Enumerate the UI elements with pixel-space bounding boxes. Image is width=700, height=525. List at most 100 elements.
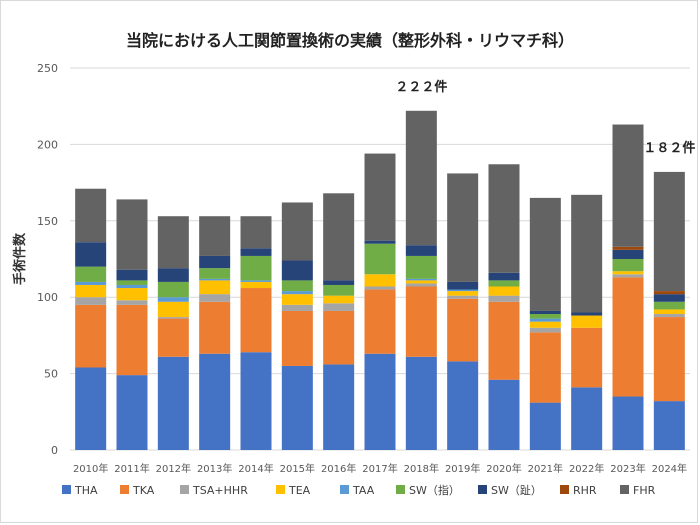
bar-stack	[116, 199, 148, 450]
legend-swatch	[560, 485, 569, 494]
total-annotation: ２２２件	[395, 79, 447, 95]
bar-segment	[529, 332, 561, 403]
bar-segment	[488, 272, 520, 281]
bar-segment	[488, 295, 520, 302]
legend-label: TEA	[288, 484, 311, 497]
x-tick-label: 2021年	[528, 462, 563, 475]
bar-segment	[281, 260, 313, 281]
legend-swatch	[478, 485, 487, 494]
bar-segment	[199, 353, 231, 450]
legend-entry[interactable]: SW（指）	[396, 483, 460, 497]
bar-segment	[75, 242, 107, 267]
bar-segment	[488, 301, 520, 380]
x-tick-label: 2018年	[404, 462, 439, 475]
legend-swatch	[620, 485, 629, 494]
bar-segment	[447, 289, 479, 292]
bar-segment	[199, 255, 231, 269]
legend-label: THA	[74, 484, 98, 497]
y-tick-label: 50	[44, 368, 58, 381]
y-tick-label: 0	[51, 444, 58, 457]
bar-segment	[529, 197, 561, 311]
x-tick-label: 2014年	[238, 462, 273, 475]
bar-segment	[405, 110, 437, 246]
bar-segment	[116, 269, 148, 281]
bar-segment	[240, 280, 272, 282]
legend-entry[interactable]: THA	[62, 484, 98, 497]
legend-label: RHR	[573, 484, 597, 497]
bar-stack	[199, 216, 231, 450]
bar-segment	[199, 216, 231, 256]
bar-segment	[529, 314, 561, 319]
bar-segment	[75, 284, 107, 298]
bar-segment	[612, 246, 644, 250]
x-tick-label: 2016年	[321, 462, 356, 475]
legend-entry[interactable]: TKA	[120, 484, 155, 497]
bar-segment	[364, 243, 396, 275]
legend-entry[interactable]: TSA+HHR	[180, 484, 248, 497]
bar-segment	[281, 304, 313, 311]
legend-swatch	[340, 485, 349, 494]
bar-segment	[612, 274, 644, 278]
bar-segment	[612, 124, 644, 247]
legend[interactable]: THA TKA TSA+HHR TEA TAA SW（指） SW（趾） RHR FHR	[62, 483, 656, 497]
bar-segment	[529, 321, 561, 328]
bar-segment	[571, 312, 603, 316]
bar-segment	[240, 255, 272, 281]
legend-swatch	[180, 485, 189, 494]
bar-stack	[405, 110, 437, 450]
bar-segment	[116, 284, 148, 289]
bar-segment	[488, 280, 520, 287]
bar-segment	[612, 249, 644, 259]
bar-stack	[612, 124, 644, 450]
legend-label: FHR	[633, 484, 656, 497]
bar-segment	[447, 173, 479, 282]
bar-segment	[653, 294, 685, 302]
legend-entry[interactable]: SW（趾）	[478, 483, 542, 497]
bar-segment	[75, 367, 107, 450]
bar-segment	[364, 274, 396, 287]
bar-segment	[199, 268, 231, 279]
x-axis-ticks: 2010年 2011年 2012年 2013年 2014年 2015年 2016年 2017年…	[73, 462, 687, 475]
bar-segment	[116, 375, 148, 450]
legend-entry[interactable]: TAA	[340, 484, 375, 497]
bar-stack	[364, 153, 396, 450]
bar-segment	[199, 278, 231, 281]
bar-stack	[75, 188, 107, 450]
bar-segment	[447, 281, 479, 290]
chart-title: 当院における人工関節置換術の実績（整形外科・リウマチ科）	[126, 31, 574, 50]
bar-segment	[405, 278, 437, 281]
x-tick-label: 2024年	[652, 462, 687, 475]
bar-segment	[529, 310, 561, 315]
x-tick-label: 2017年	[362, 462, 397, 475]
y-tick-label: 250	[37, 62, 58, 75]
bar-segment	[116, 199, 148, 270]
legend-entry[interactable]: FHR	[620, 484, 656, 497]
bar-segment	[240, 248, 272, 256]
bar-segment	[488, 164, 520, 273]
legend-entry[interactable]: TEA	[276, 484, 311, 497]
bar-segment	[240, 352, 272, 450]
bar-segment	[447, 291, 479, 296]
bar-segment	[488, 379, 520, 450]
bar-stack	[281, 202, 313, 450]
bar-segment	[653, 401, 685, 450]
bar-segment	[529, 402, 561, 450]
bar-segment	[653, 171, 685, 292]
bar-segment	[405, 356, 437, 450]
bar-segment	[157, 216, 189, 269]
legend-swatch	[120, 485, 129, 494]
bar-segment	[116, 304, 148, 376]
legend-entry[interactable]: RHR	[560, 484, 597, 497]
bar-segment	[157, 297, 189, 302]
bar-segment	[529, 318, 561, 322]
bar-segment	[240, 281, 272, 289]
bar-segment	[612, 259, 644, 272]
x-tick-label: 2019年	[445, 462, 480, 475]
y-tick-label: 150	[37, 215, 58, 228]
bar-segment	[571, 194, 603, 313]
legend-swatch	[62, 485, 71, 494]
bar-segment	[281, 280, 313, 292]
bar-segment	[323, 295, 355, 304]
bar-segment	[157, 268, 189, 282]
